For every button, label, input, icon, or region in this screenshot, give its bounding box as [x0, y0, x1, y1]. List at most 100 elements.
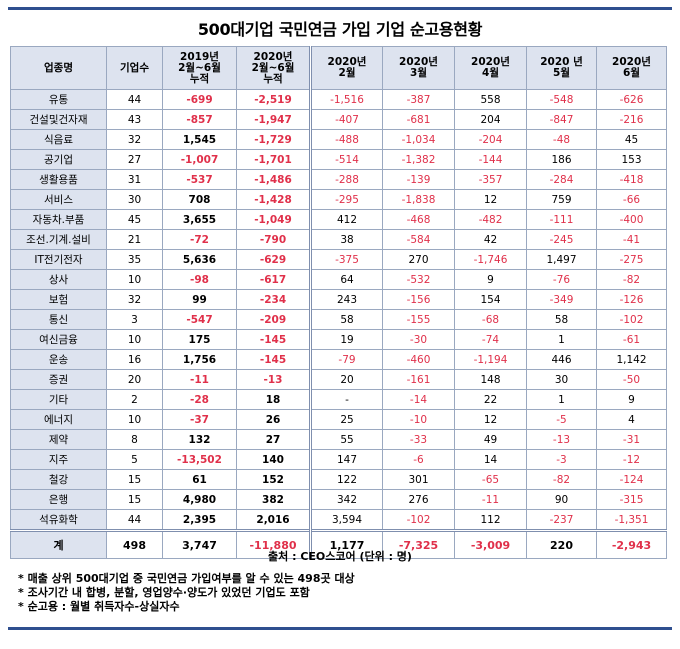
header-apr: 2020년 4월 — [454, 46, 527, 90]
apr-cell: 148 — [454, 369, 527, 390]
jun-cell: -31 — [596, 429, 667, 450]
header-row: 업종명 기업수 2019년 2월~6월 누적 2020년 2월~6월 누적 20… — [10, 46, 667, 90]
jun-cell: -124 — [596, 469, 667, 490]
jun-cell: -626 — [596, 89, 667, 110]
apr-cell: -3,009 — [454, 529, 527, 559]
companies-cell: 45 — [106, 209, 163, 230]
industry-cell: 계 — [10, 529, 107, 559]
apr-cell: -68 — [454, 309, 527, 330]
industry-cell: IT전기전자 — [10, 249, 107, 270]
industry-cell: 생활용품 — [10, 169, 107, 190]
cum2020-cell: -1,729 — [236, 129, 312, 150]
feb-cell: 38 — [310, 229, 383, 250]
companies-cell: 16 — [106, 349, 163, 370]
feb-cell: 3,594 — [310, 509, 383, 531]
may-cell: -847 — [526, 109, 597, 130]
may-cell: 446 — [526, 349, 597, 370]
note-item: * 순고용 : 월별 취득자수-상실자수 — [18, 600, 180, 613]
table-row: 건설및건자재 43 -857 -1,947 -407 -681 204 -847 -216 — [10, 109, 667, 130]
companies-cell: 2 — [106, 389, 163, 410]
cum2020-cell: -1,701 — [236, 149, 312, 170]
cum2020-cell: -1,947 — [236, 109, 312, 130]
companies-cell: 32 — [106, 129, 163, 150]
cum2020-cell: -145 — [236, 329, 312, 350]
companies-cell: 20 — [106, 369, 163, 390]
cum2019-cell: -37 — [162, 409, 237, 430]
may-cell: -548 — [526, 89, 597, 110]
apr-cell: -204 — [454, 129, 527, 150]
may-cell: 1,497 — [526, 249, 597, 270]
cum2020-cell: 2,016 — [236, 509, 312, 531]
feb-cell: 147 — [310, 449, 383, 470]
mar-cell: -681 — [382, 109, 455, 130]
industry-cell: 석유화학 — [10, 509, 107, 531]
jun-cell: -50 — [596, 369, 667, 390]
companies-cell: 15 — [106, 489, 163, 510]
cum2019-cell: -857 — [162, 109, 237, 130]
cum2019-cell: -699 — [162, 89, 237, 110]
table-row: 상사 10 -98 -617 64 -532 9 -76 -82 — [10, 269, 667, 290]
table-row: 운송 16 1,756 -145 -79 -460 -1,194 446 1,142 — [10, 349, 667, 370]
table-row: 제약 8 132 27 55 -33 49 -13 -31 — [10, 429, 667, 450]
cum2019-cell: -1,007 — [162, 149, 237, 170]
table-row: 에너지 10 -37 26 25 -10 12 -5 4 — [10, 409, 667, 430]
cum2020-cell: -2,519 — [236, 89, 312, 110]
cum2020-cell: -209 — [236, 309, 312, 330]
apr-cell: 22 — [454, 389, 527, 410]
mar-cell: -102 — [382, 509, 455, 531]
cum2020-cell: -1,049 — [236, 209, 312, 230]
table-row: 석유화학 44 2,395 2,016 3,594 -102 112 -237 -1,351 — [10, 509, 667, 531]
feb-cell: 58 — [310, 309, 383, 330]
table-row: 여신금융 10 175 -145 19 -30 -74 1 -61 — [10, 329, 667, 350]
apr-cell: 112 — [454, 509, 527, 531]
header-jun: 2020년 6월 — [596, 46, 667, 90]
page-title: 500대기업 국민연금 가입 기업 순고용현황 — [197, 20, 483, 39]
feb-cell: -407 — [310, 109, 383, 130]
may-cell: -13 — [526, 429, 597, 450]
cum2019-cell: 1,545 — [162, 129, 237, 150]
industry-cell: 조선.기계.설비 — [10, 229, 107, 250]
companies-cell: 44 — [106, 89, 163, 110]
feb-cell: 243 — [310, 289, 383, 310]
table-row: 생활용품 31 -537 -1,486 -288 -139 -357 -284 -418 — [10, 169, 667, 190]
table-row: 증권 20 -11 -13 20 -161 148 30 -50 — [10, 369, 667, 390]
apr-cell: -65 — [454, 469, 527, 490]
mar-cell: 301 — [382, 469, 455, 490]
cum2020-cell: -145 — [236, 349, 312, 370]
apr-cell: 558 — [454, 89, 527, 110]
cum2020-cell: -234 — [236, 289, 312, 310]
may-cell: -5 — [526, 409, 597, 430]
mar-cell: -33 — [382, 429, 455, 450]
industry-cell: 증권 — [10, 369, 107, 390]
mar-cell: -30 — [382, 329, 455, 350]
feb-cell: -375 — [310, 249, 383, 270]
apr-cell: -1,194 — [454, 349, 527, 370]
cum2020-cell: 152 — [236, 469, 312, 490]
cum2019-cell: 3,747 — [162, 529, 237, 559]
table-row: 공기업 27 -1,007 -1,701 -514 -1,382 -144 186 153 — [10, 149, 667, 170]
may-cell: 90 — [526, 489, 597, 510]
companies-cell: 30 — [106, 189, 163, 210]
cum2019-cell: 3,655 — [162, 209, 237, 230]
header-mar: 2020년 3월 — [382, 46, 455, 90]
jun-cell: -400 — [596, 209, 667, 230]
cum2019-cell: 1,756 — [162, 349, 237, 370]
may-cell: -349 — [526, 289, 597, 310]
top-rule — [8, 7, 672, 10]
mar-cell: -10 — [382, 409, 455, 430]
cum2020-cell: -1,486 — [236, 169, 312, 190]
table-row: 기타 2 -28 18- -14 22 1 9 — [10, 389, 667, 410]
jun-cell: -418 — [596, 169, 667, 190]
companies-cell: 21 — [106, 229, 163, 250]
cum2020-cell: -1,428 — [236, 189, 312, 210]
apr-cell: -74 — [454, 329, 527, 350]
companies-cell: 15 — [106, 469, 163, 490]
feb-cell: -295 — [310, 189, 383, 210]
apr-cell: -482 — [454, 209, 527, 230]
jun-cell: -66 — [596, 189, 667, 210]
may-cell: 220 — [526, 529, 597, 559]
may-cell: -284 — [526, 169, 597, 190]
jun-cell: 9 — [596, 389, 667, 410]
cum2020-cell: -790 — [236, 229, 312, 250]
may-cell: -245 — [526, 229, 597, 250]
